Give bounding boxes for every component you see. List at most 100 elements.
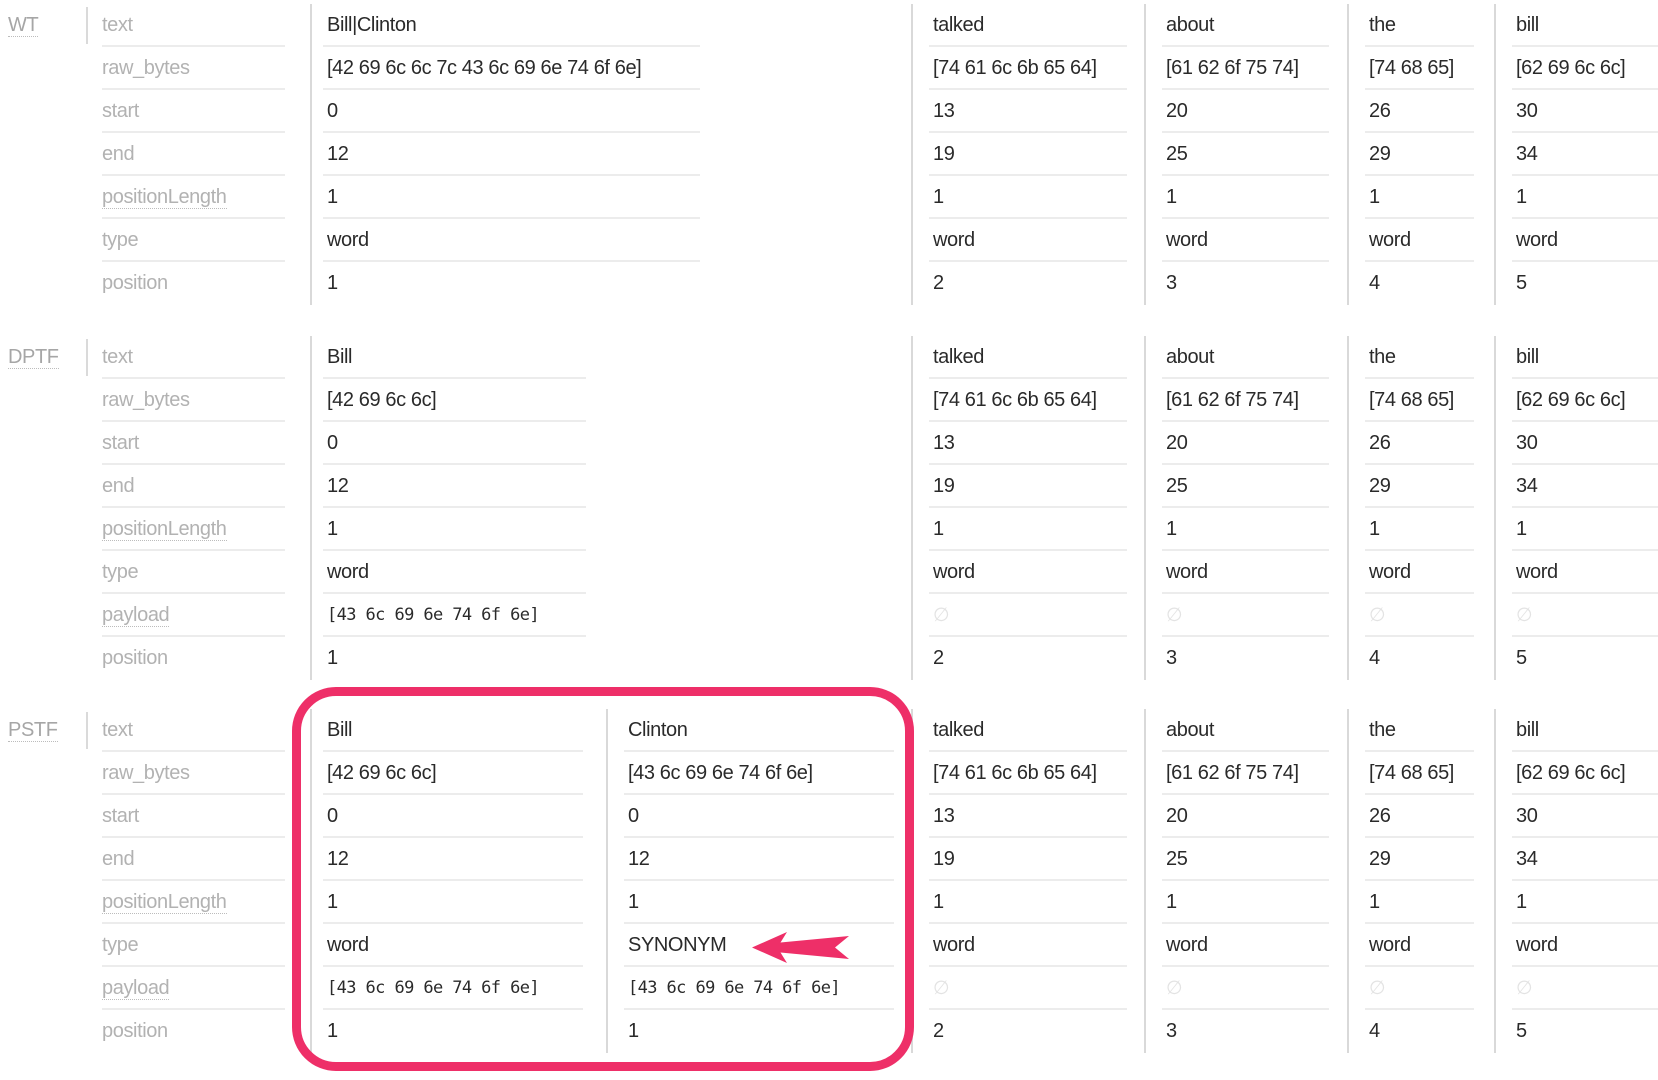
attr-label-text: text <box>102 14 133 36</box>
cell-start: 20 <box>1146 795 1347 838</box>
cell-positionLength: 1 <box>913 508 1144 551</box>
attr-label-text: positionLength <box>102 186 227 209</box>
section-label-PSTF[interactable]: PSTF <box>8 709 58 752</box>
section-label-DPTF[interactable]: DPTF <box>8 336 59 379</box>
cell-start: 30 <box>1496 795 1658 838</box>
attr-label-text: text <box>88 4 310 47</box>
cell-positionLength: 1 <box>312 508 911 551</box>
cell-start: 20 <box>1146 422 1347 465</box>
cell-type: word <box>312 219 911 262</box>
attr-label-positionLength[interactable]: positionLength <box>88 508 310 551</box>
attribute-label-column: text raw_bytes start end positionLength type p… <box>88 4 310 305</box>
section-label-WT[interactable]: WT <box>8 4 39 47</box>
cell-end: 12 <box>312 465 911 508</box>
attr-label-text: position <box>102 272 168 294</box>
cell-payload-empty: ∅ <box>1146 594 1347 637</box>
cell-payload-empty: ∅ <box>913 594 1144 637</box>
token-column-PSTF-4: the [74 68 65] 26 29 1 word ∅ 4 <box>1347 709 1494 1053</box>
cell-end: 29 <box>1349 838 1494 881</box>
token-column-DPTF-0: Bill [42 69 6c 6c] 0 12 1 word [43 6c 69 6e 74… <box>310 336 911 680</box>
cell-positionLength: 1 <box>1146 176 1347 219</box>
cell-end: 29 <box>1349 133 1494 176</box>
token-column-WT-1: talked [74 61 6c 6b 65 64] 13 19 1 word 2 <box>911 4 1144 305</box>
attr-label-end: end <box>88 838 310 881</box>
token-column-PSTF-2: talked [74 61 6c 6b 65 64] 13 19 1 word ∅ 2 <box>911 709 1144 1053</box>
cell-raw_bytes: [74 68 65] <box>1349 379 1494 422</box>
cell-text: talked <box>913 4 1144 47</box>
cell-text: the <box>1349 336 1494 379</box>
cell-type: word <box>1349 924 1494 967</box>
section-DPTF: DPTF text raw_bytes start end positionLength t… <box>0 336 1658 680</box>
attr-label-payload[interactable]: payload <box>88 594 310 637</box>
cell-position: 4 <box>1369 647 1380 669</box>
cell-end: 25 <box>1146 838 1347 881</box>
cell-raw_bytes: [74 61 6c 6b 65 64] <box>913 752 1144 795</box>
cell-raw_bytes: [62 69 6c 6c] <box>1496 47 1658 90</box>
cell-raw_bytes: [62 69 6c 6c] <box>1496 752 1658 795</box>
cell-positionLength: 1 <box>1496 508 1658 551</box>
cell-text: the <box>1349 4 1494 47</box>
attr-label-text: positionLength <box>102 518 227 541</box>
token-column-PSTF-0: Bill [42 69 6c 6c] 0 12 1 word [43 6c 69 6e 74… <box>310 709 606 1053</box>
cell-start: 30 <box>1496 422 1658 465</box>
cell-text: Bill <box>312 709 606 752</box>
cell-positionLength: 1 <box>1496 881 1658 924</box>
section-label-column: PSTF <box>0 709 88 1053</box>
attr-label-text: type <box>102 934 139 956</box>
cell-payload-empty: ∅ <box>1349 594 1494 637</box>
cell-raw_bytes: [43 6c 69 6e 74 6f 6e] <box>608 752 911 795</box>
cell-positionLength: 1 <box>312 881 606 924</box>
cell-payload-empty: ∅ <box>1496 967 1658 1010</box>
attr-label-text: payload <box>102 604 170 627</box>
attr-label-positionLength[interactable]: positionLength <box>88 176 310 219</box>
cell-payload-empty: ∅ <box>1146 967 1347 1010</box>
section-label-text: DPTF <box>8 346 59 369</box>
cell-raw_bytes: [74 68 65] <box>1349 47 1494 90</box>
cell-end: 25 <box>1146 465 1347 508</box>
cell-position: 1 <box>327 272 338 294</box>
section-label-text: PSTF <box>8 719 58 742</box>
cell-positionLength: 1 <box>1146 881 1347 924</box>
attr-label-payload[interactable]: payload <box>88 967 310 1010</box>
cell-type: word <box>1349 219 1494 262</box>
cell-end: 12 <box>312 133 911 176</box>
attr-label-text: end <box>102 143 135 165</box>
section-label-text: WT <box>8 14 39 37</box>
attr-label-text: start <box>102 805 139 827</box>
token-column-WT-4: bill [62 69 6c 6c] 30 34 1 word 5 <box>1494 4 1658 305</box>
token-column-PSTF-3: about [61 62 6f 75 74] 20 25 1 word ∅ 3 <box>1144 709 1347 1053</box>
token-column-PSTF-1: Clinton [43 6c 69 6e 74 6f 6e] 0 12 1 SYNONYM… <box>606 709 911 1053</box>
attr-label-start: start <box>88 422 310 465</box>
cell-position: 2 <box>933 272 944 294</box>
section-WT: WT text raw_bytes start end positionLength typ… <box>0 4 1658 305</box>
attr-label-type: type <box>88 551 310 594</box>
cell-text: the <box>1349 709 1494 752</box>
cell-positionLength: 1 <box>1496 176 1658 219</box>
cell-positionLength: 1 <box>312 176 911 219</box>
cell-text: talked <box>913 709 1144 752</box>
attr-label-raw_bytes: raw_bytes <box>88 47 310 90</box>
cell-type: word <box>913 551 1144 594</box>
attr-label-positionLength[interactable]: positionLength <box>88 881 310 924</box>
cell-positionLength: 1 <box>913 881 1144 924</box>
attr-label-start: start <box>88 90 310 133</box>
cell-end: 19 <box>913 133 1144 176</box>
attr-label-text: raw_bytes <box>102 389 190 411</box>
cell-type: word <box>312 551 911 594</box>
attr-label-text: position <box>102 647 168 669</box>
cell-payload: [43 6c 69 6e 74 6f 6e] <box>312 967 606 1010</box>
cell-end: 25 <box>1146 133 1347 176</box>
cell-position: 3 <box>1166 1020 1177 1042</box>
cell-start: 26 <box>1349 422 1494 465</box>
token-column-WT-0: Bill|Clinton [42 69 6c 6c 7c 43 6c 69 6e … <box>310 4 911 305</box>
cell-type: word <box>312 924 606 967</box>
cell-text: Bill <box>312 336 911 379</box>
cell-type: word <box>1496 924 1658 967</box>
cell-type: word <box>1146 219 1347 262</box>
cell-position: 5 <box>1516 1020 1527 1042</box>
attr-label-position: position <box>88 637 310 680</box>
cell-text: talked <box>913 336 1144 379</box>
cell-end: 19 <box>913 465 1144 508</box>
attr-label-raw_bytes: raw_bytes <box>88 752 310 795</box>
